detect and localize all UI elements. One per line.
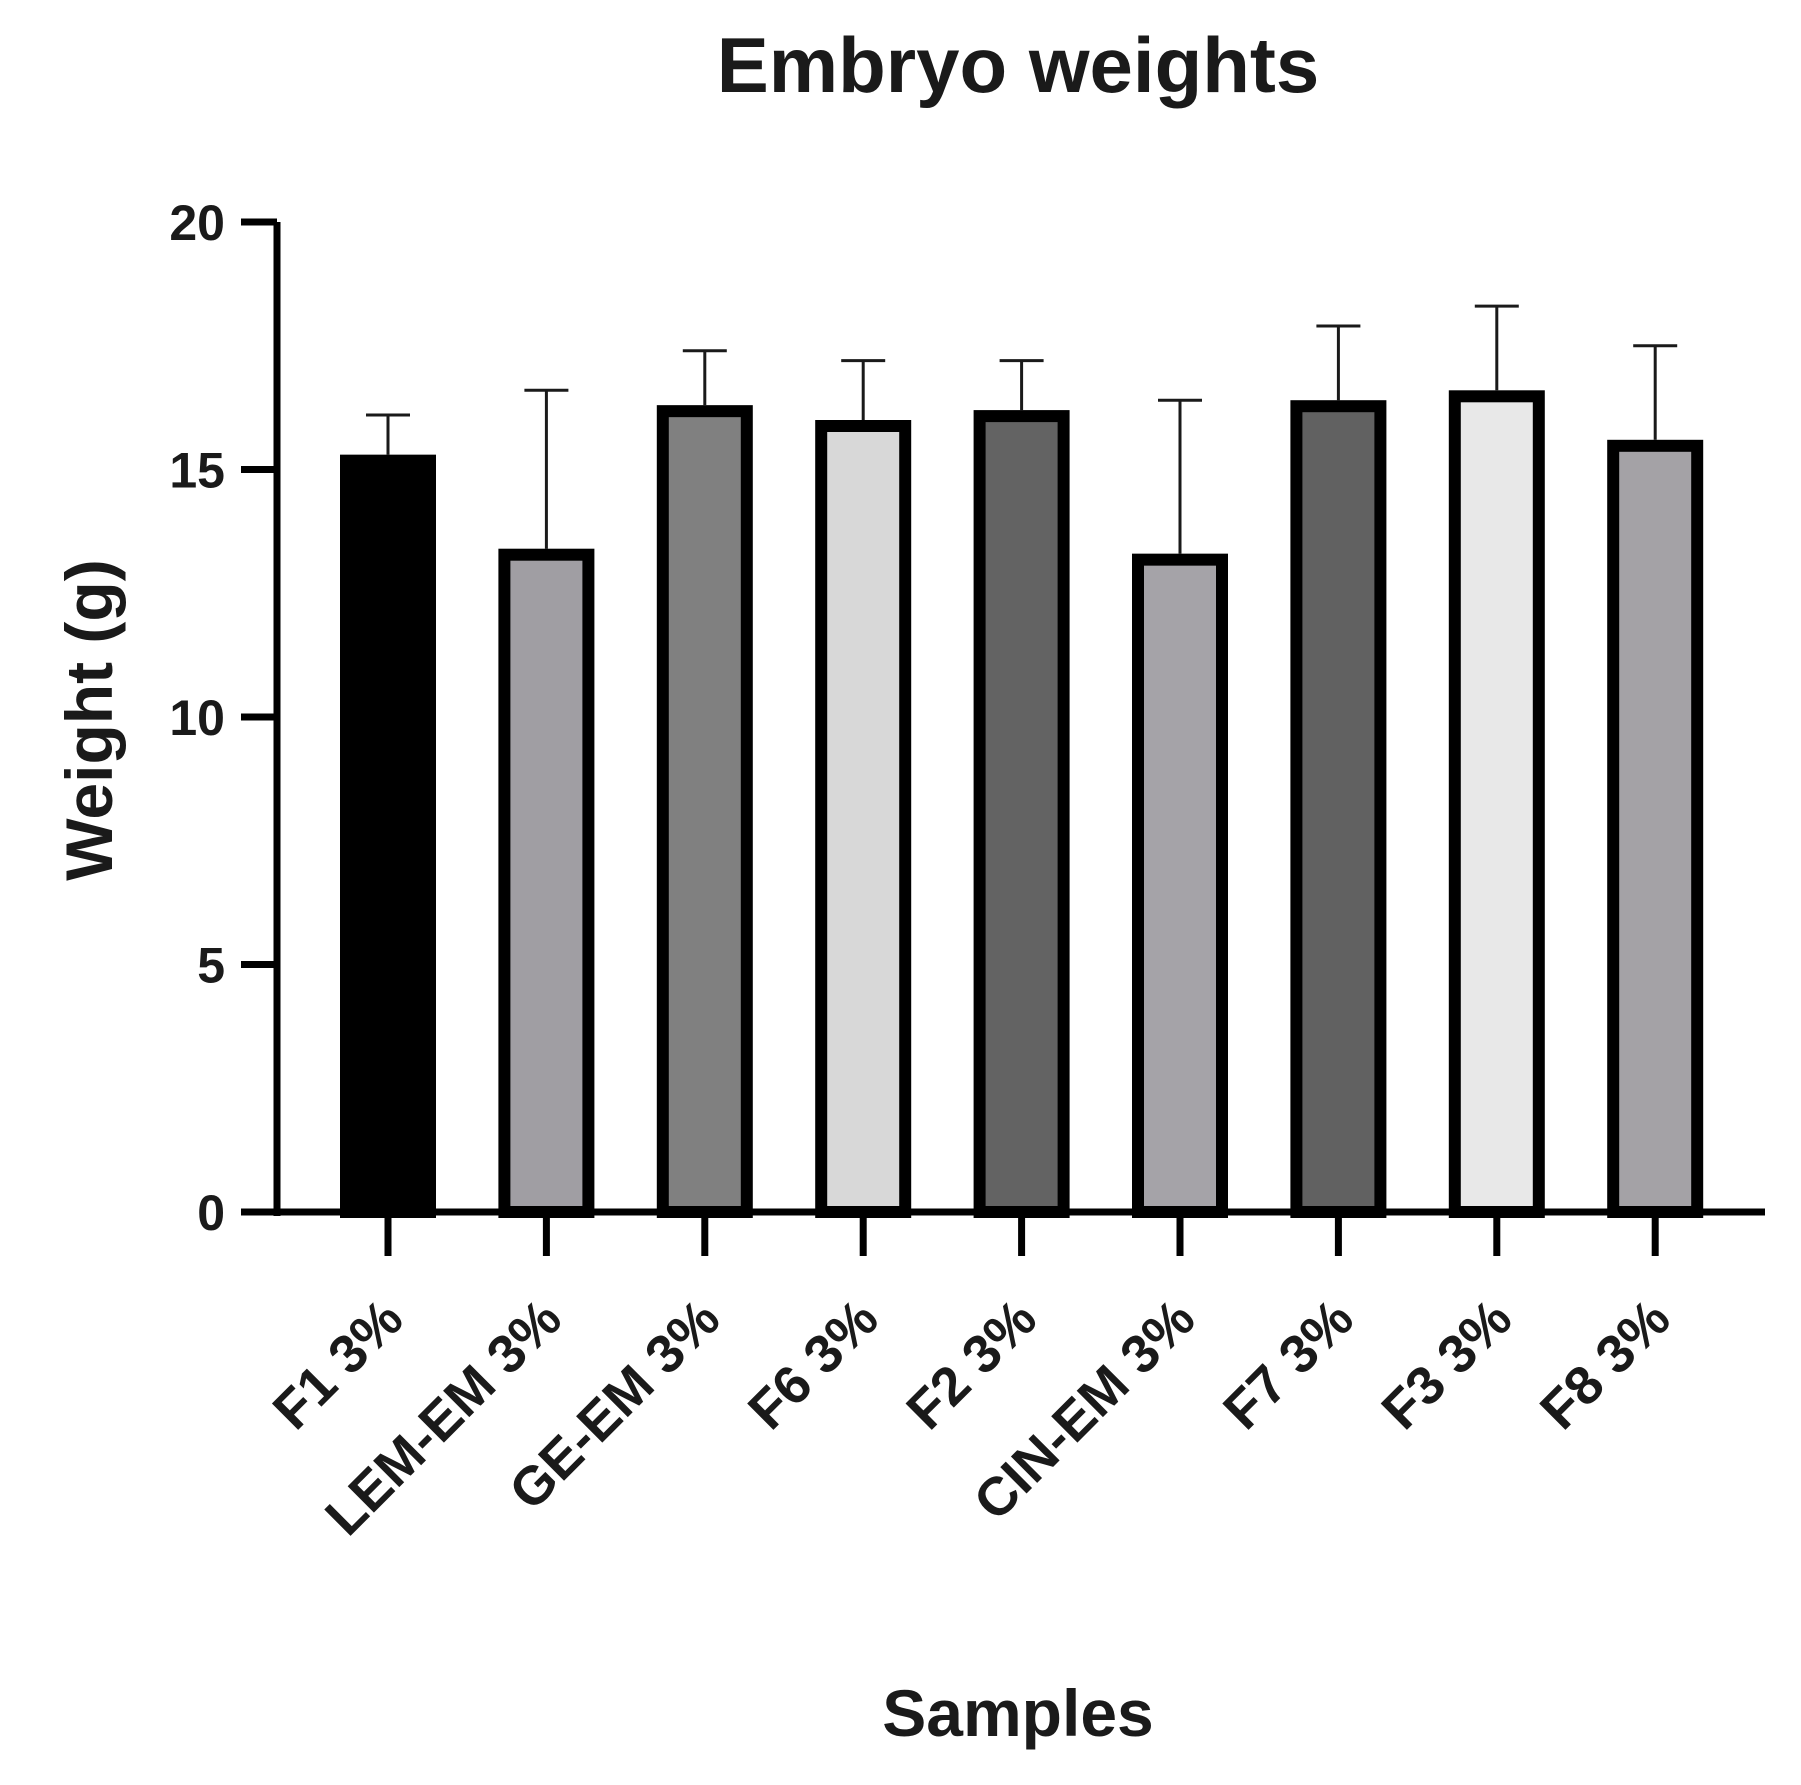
x-category-label-3: F6 3%	[737, 1288, 890, 1441]
x-category-label-4: F2 3%	[895, 1288, 1048, 1441]
y-axis-label: Weight (g)	[52, 559, 126, 880]
bar-0	[340, 454, 436, 1218]
bar-2	[656, 405, 753, 1218]
bar-4	[973, 410, 1070, 1219]
bar-1	[498, 548, 595, 1218]
x-category-label-0: F1 3%	[262, 1288, 415, 1441]
bar-3	[815, 420, 912, 1218]
category-labels-layer: F1 3%LEM-EM 3%GE-EM 3% F6 3% F2 3%CIN-EM 3…	[262, 1288, 1682, 1547]
ticks-layer: 0 5 10 15 20	[169, 195, 1659, 1256]
x-category-label-6: F7 3%	[1212, 1288, 1365, 1441]
x-axis-label: Samples	[882, 1676, 1153, 1750]
y-tick-label-3: 15	[169, 443, 225, 499]
bar-8	[1607, 439, 1704, 1218]
y-tick-label-4: 20	[169, 195, 225, 251]
y-tick-label-0: 0	[197, 1185, 225, 1241]
bar-6	[1290, 400, 1387, 1218]
x-category-label-8: F8 3%	[1529, 1288, 1682, 1441]
bars-layer	[340, 304, 1704, 1219]
bar-5	[1132, 553, 1228, 1218]
bar-7	[1448, 390, 1545, 1218]
x-category-label-7: F3 3%	[1370, 1288, 1523, 1441]
chart-title: Embryo weights	[717, 21, 1319, 109]
y-tick-label-2: 10	[169, 690, 225, 746]
y-tick-label-1: 5	[197, 938, 225, 994]
